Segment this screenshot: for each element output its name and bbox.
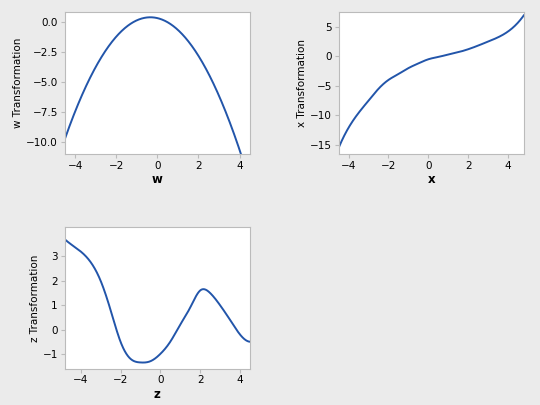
- Y-axis label: z Transformation: z Transformation: [30, 254, 40, 341]
- Y-axis label: w Transformation: w Transformation: [14, 38, 23, 128]
- Y-axis label: x Transformation: x Transformation: [297, 39, 307, 127]
- X-axis label: z: z: [154, 388, 161, 401]
- X-axis label: w: w: [152, 173, 163, 186]
- X-axis label: x: x: [428, 173, 435, 186]
